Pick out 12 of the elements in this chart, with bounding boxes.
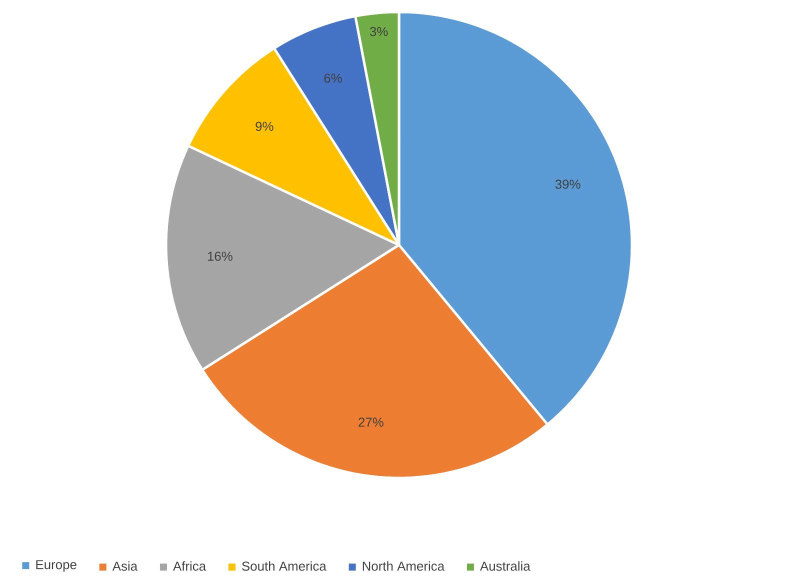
data-label: 39% [555, 180, 580, 189]
data-label: 16% [208, 252, 232, 261]
data-label: 9% [256, 122, 274, 131]
legend-label: Asia [112, 561, 138, 571]
data-label: 27% [358, 418, 384, 427]
legend-label: Africa [172, 561, 206, 571]
legend-label: North America [362, 561, 445, 571]
data-label: 3% [370, 26, 388, 36]
data-label: 6% [324, 74, 342, 83]
legend-label: South America [242, 561, 326, 571]
legend-label: Australia [480, 561, 530, 571]
legend-label: Europe [36, 560, 76, 572]
